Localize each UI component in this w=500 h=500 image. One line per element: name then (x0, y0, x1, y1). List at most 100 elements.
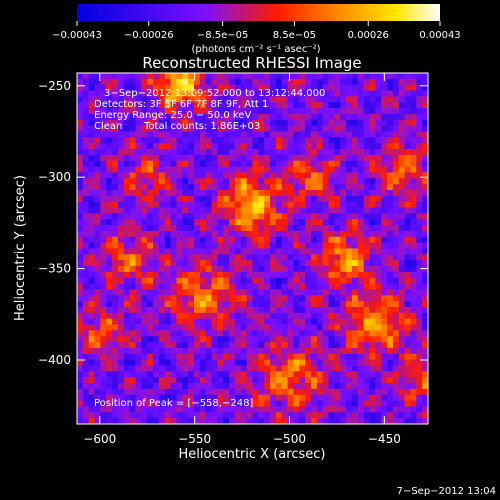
heatmap-cell (346, 154, 353, 162)
heatmap-cell (328, 84, 335, 92)
heatmap-cell (322, 365, 330, 372)
heatmap-cell (422, 242, 428, 250)
heatmap-cell (305, 318, 312, 326)
heatmap-cell (404, 271, 412, 279)
heatmap-cell (141, 166, 148, 174)
heatmap-cell (410, 289, 417, 296)
heatmap-cell (240, 137, 248, 144)
heatmap-cell (357, 178, 365, 185)
heatmap-cell (129, 137, 137, 144)
heatmap-cell (129, 113, 137, 121)
heatmap-cell (164, 119, 172, 127)
heatmap-cell (217, 254, 224, 261)
heatmap-cell (275, 160, 283, 168)
heatmap-cell (223, 143, 230, 150)
heatmap-cell (147, 190, 154, 197)
heatmap-cell (211, 195, 218, 203)
heatmap-cell (392, 125, 400, 133)
heatmap-cell (392, 184, 400, 191)
heatmap-cell (158, 347, 166, 355)
heatmap-cell (311, 201, 318, 209)
heatmap-cell (351, 271, 359, 279)
heatmap-cell (106, 307, 113, 314)
heatmap-cell (164, 248, 172, 255)
heatmap-cell (217, 242, 224, 250)
heatmap-cell (135, 190, 142, 197)
heatmap-cell (311, 301, 318, 308)
x-tick-label: −550 (178, 432, 211, 446)
heatmap-cell (398, 418, 406, 424)
heatmap-cell (422, 113, 428, 121)
heatmap-cell (311, 84, 318, 92)
heatmap-cell (422, 266, 428, 273)
heatmap-cell (422, 377, 428, 384)
heatmap-cell (141, 260, 148, 267)
heatmap-cell (135, 312, 142, 320)
heatmap-cell (194, 388, 201, 396)
heatmap-cell (299, 131, 306, 138)
heatmap-cell (270, 383, 277, 390)
heatmap-cell (217, 353, 224, 361)
heatmap-cell (182, 84, 189, 92)
heatmap-cell (147, 353, 154, 361)
heatmap-cell (246, 195, 254, 203)
heatmap-cell (240, 353, 248, 361)
heatmap-cell (305, 283, 312, 291)
heatmap-cell (422, 254, 428, 261)
heatmap-cell (164, 96, 172, 103)
heatmap-cell (398, 318, 406, 326)
heatmap-cell (164, 219, 172, 226)
heatmap-cell (322, 73, 330, 80)
heatmap-cell (392, 201, 400, 209)
heatmap-cell (123, 347, 131, 355)
heatmap-cell (369, 172, 376, 179)
heatmap-cell (199, 195, 207, 203)
heatmap-cell (117, 154, 125, 162)
heatmap-cell (322, 137, 330, 144)
heatmap-cell (387, 78, 394, 86)
heatmap-cell (369, 102, 376, 109)
heatmap-cell (153, 236, 160, 244)
heatmap-cell (381, 137, 388, 144)
heatmap-cell (182, 365, 189, 372)
heatmap-cell (164, 277, 172, 285)
heatmap-cell (164, 312, 172, 320)
heatmap-cell (316, 359, 324, 367)
heatmap-cell (340, 371, 347, 378)
heatmap-cell (188, 178, 195, 185)
heatmap-cell (199, 406, 207, 413)
heatmap-cell (299, 73, 306, 80)
heatmap-cell (194, 266, 201, 273)
heatmap-cell (316, 342, 324, 349)
heatmap-cell (88, 73, 96, 80)
heatmap-cell (357, 312, 365, 320)
heatmap-cell (223, 213, 230, 220)
heatmap-cell (147, 102, 154, 109)
heatmap-cell (135, 78, 142, 86)
heatmap-cell (123, 301, 131, 308)
heatmap-cell (77, 388, 84, 396)
heatmap-cell (416, 184, 423, 191)
heatmap-cell (422, 271, 428, 279)
heatmap-cell (205, 412, 213, 419)
heatmap-cell (223, 184, 230, 191)
heatmap-cell (176, 213, 183, 220)
heatmap-cell (217, 201, 224, 209)
heatmap-cell (416, 102, 423, 109)
heatmap-cell (392, 178, 400, 185)
heatmap-cell (281, 195, 289, 203)
heatmap-cell (281, 365, 289, 372)
heatmap-cell (410, 166, 417, 174)
heatmap-cell (258, 301, 265, 308)
heatmap-cell (398, 73, 406, 80)
heatmap-cell (229, 149, 236, 156)
heatmap-cell (305, 172, 312, 179)
heatmap-cell (223, 271, 230, 279)
heatmap-cell (369, 271, 376, 279)
heatmap-cell (147, 225, 154, 232)
heatmap-cell (293, 84, 300, 92)
heatmap-cell (77, 195, 84, 203)
heatmap-cell (328, 225, 335, 232)
heatmap-cell (77, 166, 84, 174)
heatmap-cell (129, 225, 137, 232)
